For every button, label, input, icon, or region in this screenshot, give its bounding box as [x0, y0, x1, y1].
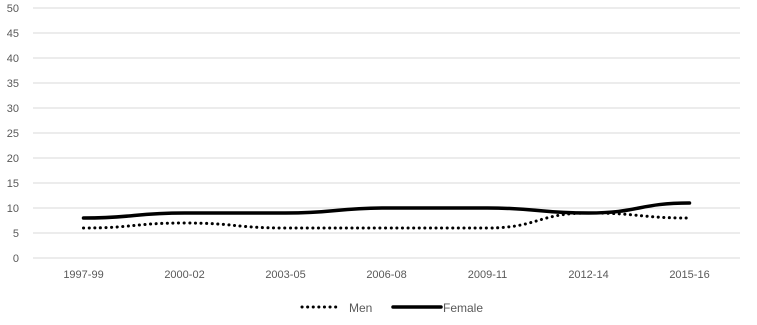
x-tick-label: 2015-16 [669, 269, 709, 281]
x-tick-label: 2012-14 [568, 269, 608, 281]
legend-label-female: Female [443, 301, 483, 315]
x-tick-label: 2006-08 [366, 269, 406, 281]
series-lines [81, 201, 692, 230]
series-line-female [81, 201, 692, 220]
y-tick-label: 40 [7, 53, 19, 65]
y-tick-label: 5 [13, 228, 19, 240]
series-line-men [82, 211, 691, 230]
y-tick-label: 20 [7, 153, 19, 165]
y-axis-labels: 0 5 10 15 20 25 30 35 40 45 50 [7, 3, 19, 265]
legend: Men Female [300, 301, 483, 315]
y-tick-label: 15 [7, 178, 19, 190]
x-axis-labels: 1997-99 2000-02 2003-05 2006-08 2009-11 2012-… [63, 269, 709, 281]
y-tick-label: 50 [7, 3, 19, 15]
y-tick-label: 35 [7, 78, 19, 90]
gridlines [33, 7, 740, 259]
x-tick-label: 2009-11 [468, 269, 508, 281]
x-tick-label: 1997-99 [63, 269, 103, 281]
y-tick-label: 30 [7, 103, 19, 115]
y-tick-label: 45 [7, 28, 19, 40]
x-tick-label: 2003-05 [265, 269, 305, 281]
y-tick-label: 25 [7, 128, 19, 140]
legend-label-men: Men [349, 301, 372, 315]
y-tick-label: 0 [13, 253, 19, 265]
x-tick-label: 2000-02 [164, 269, 204, 281]
y-tick-label: 10 [7, 203, 19, 215]
